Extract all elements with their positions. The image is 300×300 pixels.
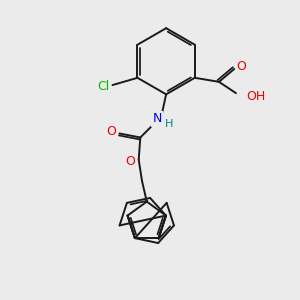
Text: H: H	[165, 119, 173, 129]
Text: O: O	[126, 155, 136, 168]
Text: OH: OH	[246, 90, 265, 103]
Text: Cl: Cl	[98, 80, 110, 93]
Text: O: O	[236, 60, 246, 73]
Text: N: N	[153, 112, 162, 125]
Text: O: O	[106, 124, 116, 137]
